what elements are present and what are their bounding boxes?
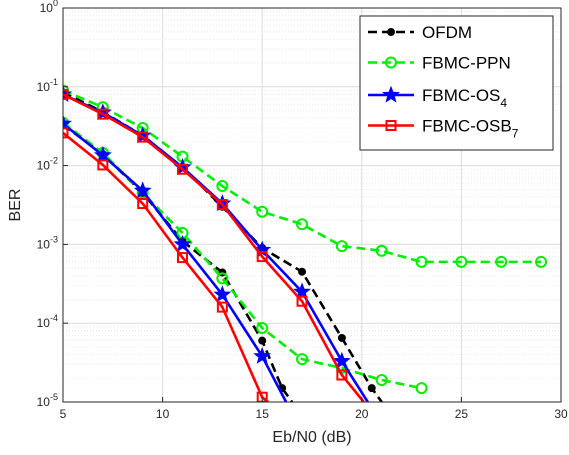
legend-marker [385,56,397,69]
x-tick-label: 5 [60,407,67,421]
data-point [455,255,468,268]
y-tick-label: 10-1 [37,77,58,94]
legend-item: FBMC-PPN [368,54,511,73]
data-point [93,145,112,163]
data-point [216,272,229,285]
data-point [137,131,149,143]
data-point [133,181,152,199]
data-point [415,255,428,268]
data-point [336,369,348,381]
series-ofdm [63,88,383,402]
series-line [63,121,422,390]
legend-label: OFDM [422,23,472,42]
y-tick-label: 100 [40,0,58,15]
data-point [256,251,268,263]
y-tick-label: 10-2 [37,156,58,173]
data-point [296,353,309,366]
legend-marker [385,120,397,131]
legend: OFDM FBMC-PPN FBMC-OS4 FBMC-OSB7 [359,15,554,151]
data-point [298,267,307,276]
legend-label: FBMC-OSB7 [422,117,519,141]
series-fbmc-osb7 [63,88,365,402]
legend-item: FBMC-OSB7 [368,117,519,141]
x-tick-label: 15 [256,407,270,421]
data-point [97,159,109,171]
tick-labels: 5 10 15 20 25 30 100 10-1 10-2 10-3 10-4 10-5 [37,0,568,421]
data-point [335,240,348,253]
legend-marker [382,85,400,103]
data-point [296,218,309,231]
data-point [293,282,311,300]
x-tick-label: 25 [455,407,469,421]
plot-frame [62,7,562,403]
data-point [375,244,388,257]
legend-label: FBMC-PPN [422,54,511,73]
series-line [63,93,365,402]
x-tick-label: 20 [355,407,369,421]
data-point [137,198,149,210]
data-point [216,301,228,313]
y-tick-label: 10-3 [37,234,58,251]
data-point [337,333,346,342]
y-tick-label: 10-5 [37,392,58,409]
legend-marker [387,28,395,36]
data-point [213,285,232,303]
x-tick-label: 10 [156,407,170,421]
data-point [256,205,269,218]
data-point [177,163,189,175]
data-point [253,346,272,364]
legend-label: FBMC-OS4 [422,86,507,110]
data-point [296,295,308,307]
data-point [256,321,269,334]
data-point [63,88,69,100]
x-axis-label: Eb/N0 (dB) [272,429,351,446]
legend-item: OFDM [368,23,472,42]
data-point [173,234,192,253]
data-point [535,255,548,268]
data-point [375,374,388,387]
data-point [63,114,72,132]
x-tick-label: 30 [554,407,568,421]
y-axis-label: BER [7,189,24,222]
series-line [63,91,383,402]
data-point [216,199,228,211]
data-point [367,384,376,393]
data-point [63,127,69,139]
series-layer [63,84,548,402]
data-point [332,351,351,369]
data-point [258,336,267,345]
data-point [216,180,229,193]
y-tick-label: 10-4 [37,313,58,330]
legend-box [359,15,554,151]
data-point [415,382,428,395]
data-point [495,255,508,268]
legend-item: FBMC-OS4 [368,85,507,110]
data-point [97,108,109,120]
data-point [177,252,189,264]
